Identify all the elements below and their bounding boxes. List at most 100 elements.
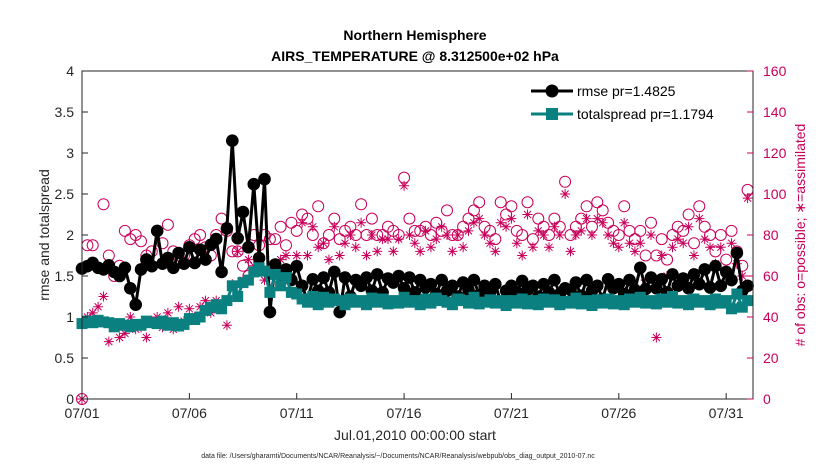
obs-assimilated-point [511, 238, 522, 249]
obs-assimilated-point [302, 250, 313, 261]
obs-possible-point [645, 216, 657, 229]
obs-assimilated-point [667, 242, 678, 253]
totalspread-point [393, 297, 405, 309]
totalspread-point [216, 303, 228, 315]
rmse-point [161, 251, 175, 265]
totalspread-point [242, 274, 254, 286]
obs-assimilated-point [608, 238, 619, 249]
legend-box [525, 76, 747, 128]
rmse-point [306, 273, 320, 286]
obs-assimilated-point [570, 230, 581, 240]
totalspread-point [307, 291, 319, 302]
obs-assimilated-point [334, 250, 345, 261]
rmse-point [247, 177, 261, 191]
obs-possible-point [403, 212, 416, 225]
obs-assimilated-point [715, 242, 726, 253]
obs-assimilated-point [629, 246, 640, 257]
obs-assimilated-point [506, 213, 517, 224]
obs-assimilated-point [98, 291, 109, 302]
obs-assimilated-point [297, 217, 308, 228]
obs-assimilated-point [125, 312, 136, 322]
rmse-point [467, 273, 481, 287]
obs-assimilated-point [737, 271, 748, 281]
obs-assimilated-point [651, 332, 662, 343]
rmse-point [623, 273, 636, 287]
obs-possible-point [269, 233, 282, 246]
obs-assimilated-point [366, 230, 377, 240]
rmse-point [328, 265, 341, 279]
obs-assimilated-point [479, 230, 490, 240]
obs-assimilated-point [119, 328, 130, 339]
obs-assimilated-point [742, 193, 753, 204]
obs-assimilated-point [495, 217, 506, 228]
obs-assimilated-point [382, 234, 393, 245]
totalspread-point [221, 295, 233, 307]
x-tick-label: 07/11 [280, 405, 314, 421]
obs-possible-point [494, 196, 507, 209]
x-tick-label: 07/06 [172, 405, 207, 421]
obs-assimilated-point [323, 254, 334, 265]
obs-assimilated-point [603, 230, 614, 240]
totalspread-point [661, 296, 673, 308]
obs-assimilated-point [291, 250, 302, 261]
totalspread-point [339, 299, 351, 311]
obs-possible-point [312, 200, 325, 213]
rmse-point [714, 279, 728, 293]
totalspread-point [194, 311, 206, 323]
y-axis-label: rmse and totalspread [36, 169, 52, 301]
obs-assimilated-point [597, 217, 608, 228]
rmse-point [676, 272, 690, 285]
obs-assimilated-point [447, 246, 458, 257]
totalspread-point [264, 286, 276, 298]
rmse-point [489, 277, 502, 291]
obs-assimilated-point [672, 234, 683, 245]
obs-assimilated-point [656, 250, 667, 261]
y-tick-label: 2.5 [55, 186, 75, 202]
x-tick-label: 07/21 [494, 405, 529, 421]
totalspread-point [742, 295, 754, 307]
totalspread-point [618, 299, 630, 311]
rmse-point [424, 277, 438, 291]
obs-assimilated-point [678, 238, 689, 249]
y-tick-label-right: 60 [763, 268, 779, 284]
obs-assimilated-point [232, 246, 243, 257]
obs-assimilated-point [592, 213, 603, 224]
y-tick-label-right: 80 [763, 227, 779, 243]
rmse-point [741, 279, 754, 293]
y-tick-label: 4 [66, 63, 74, 79]
totalspread-point [259, 265, 270, 277]
rmse-point [231, 232, 244, 245]
obs-assimilated-point [388, 246, 399, 257]
obs-assimilated-point [243, 254, 254, 265]
rmse-point [236, 205, 250, 219]
totalspread-point [269, 268, 281, 280]
obs-possible-point [365, 212, 378, 225]
obs-possible-point [516, 229, 529, 241]
rmse-point [580, 273, 593, 287]
totalspread-point [275, 280, 287, 292]
obs-possible-point [97, 198, 110, 211]
rmse-point [145, 259, 159, 273]
obs-assimilated-point [87, 307, 98, 318]
totalspread-point [178, 318, 190, 330]
rmse-point [698, 263, 711, 276]
totalspread-point [726, 303, 737, 315]
obs-possible-point [682, 208, 695, 221]
obs-possible-point [521, 196, 534, 209]
obs-possible-point [467, 204, 480, 217]
obs-possible-point [280, 239, 292, 252]
obs-possible-point [274, 220, 287, 233]
totalspread-point [731, 288, 743, 300]
obs-assimilated-point [474, 213, 485, 224]
legend: rmse pr=1.4825 totalspread pr=1.1794 [525, 76, 747, 128]
obs-possible-point [720, 253, 733, 266]
obs-assimilated-point [458, 242, 469, 253]
x-tick-label: 07/01 [64, 405, 99, 421]
obs-assimilated-point [114, 332, 125, 343]
legend-rmse-marker [545, 84, 559, 98]
totalspread-point [463, 297, 474, 309]
y-tick-label: 0.5 [55, 350, 75, 366]
obs-assimilated-point [173, 301, 184, 312]
obs-assimilated-point [184, 303, 195, 314]
obs-assimilated-point [683, 221, 694, 232]
